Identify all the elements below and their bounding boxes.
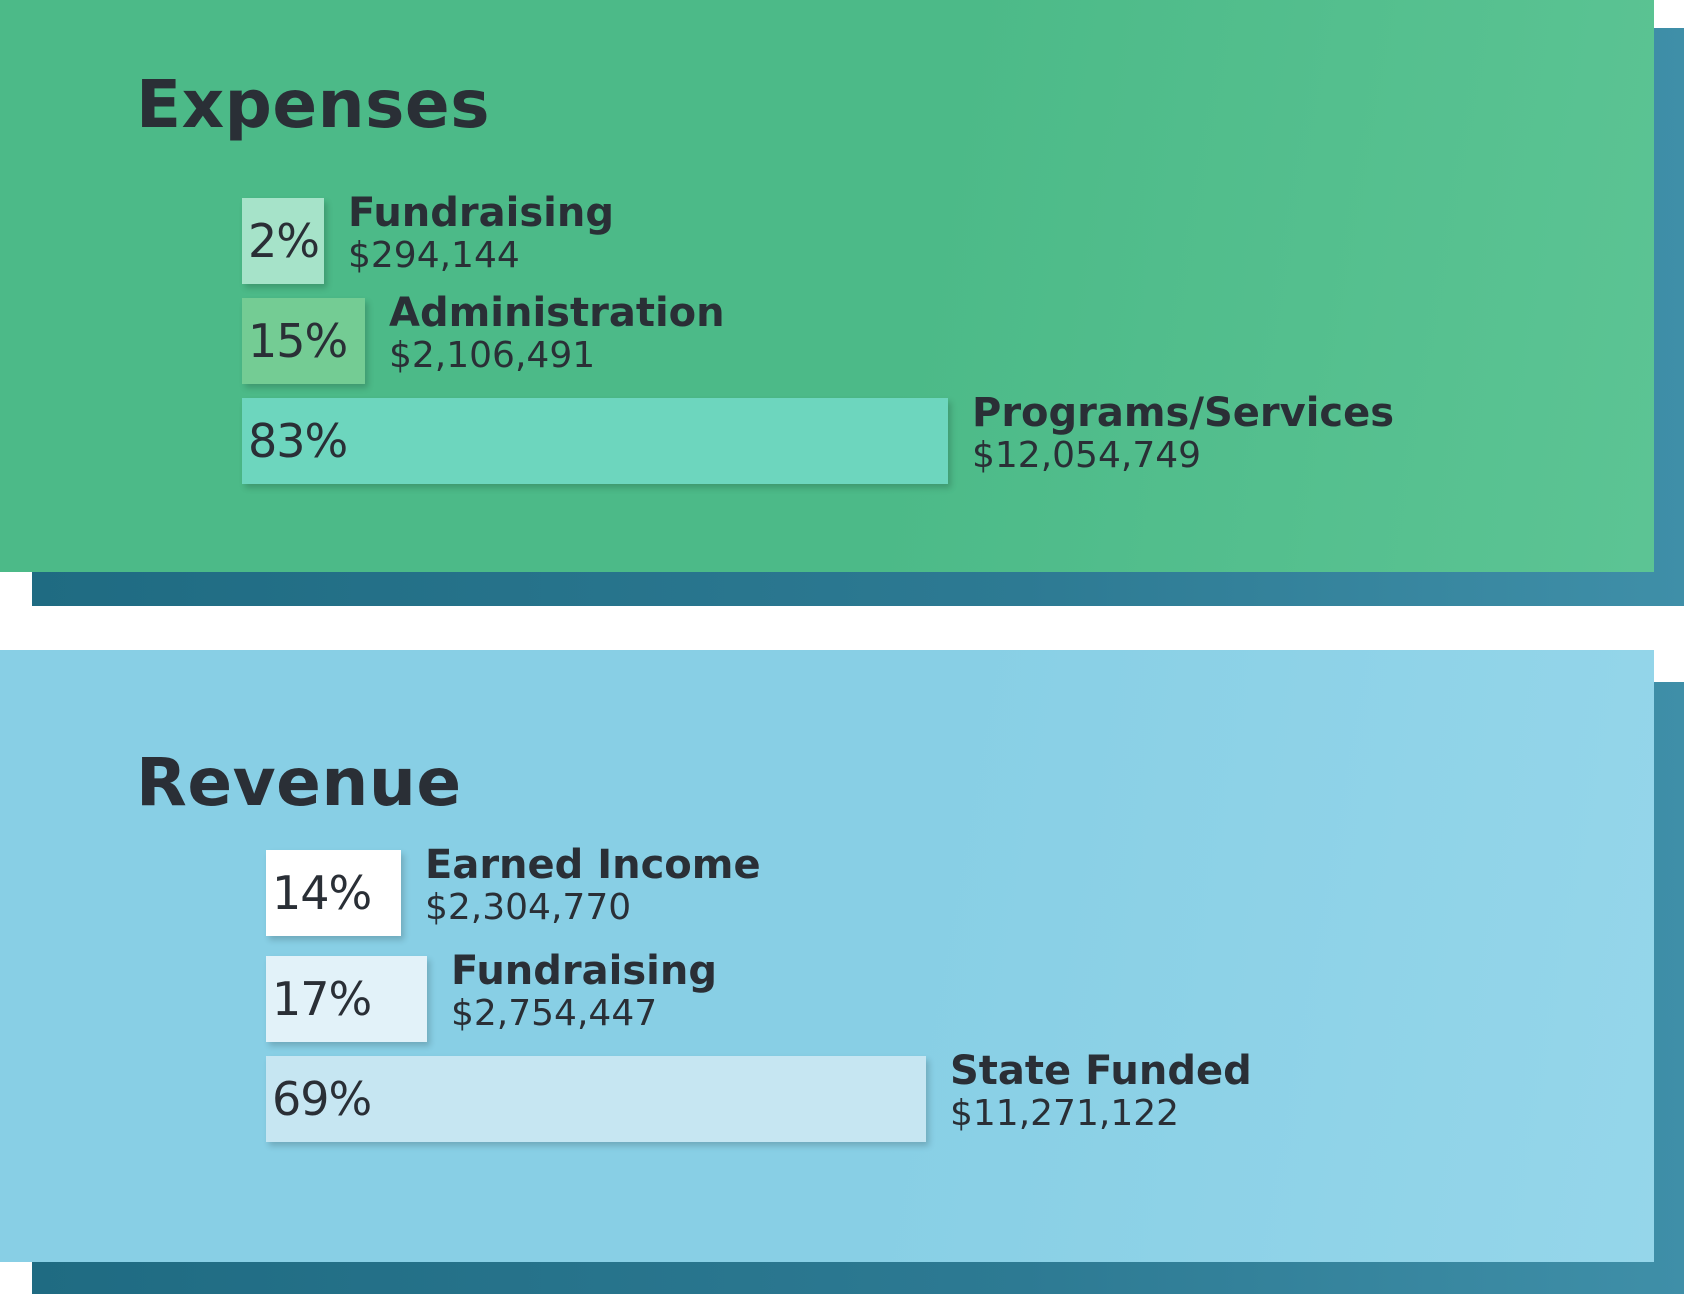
bar — [242, 198, 324, 284]
bar-row: 17% Fundraising $2,754,447 — [0, 948, 1600, 1042]
bar — [266, 1056, 926, 1142]
value-label: $11,271,122 — [950, 1093, 1180, 1134]
value-label: $2,106,491 — [389, 335, 596, 376]
category-label: Earned Income — [425, 842, 761, 888]
category-label-group: Fundraising $294,144 — [348, 190, 614, 276]
chart-title: Revenue — [136, 744, 462, 821]
bar-row: 15% Administration $2,106,491 — [0, 290, 1600, 384]
bar — [266, 850, 401, 936]
bar-row: 14% Earned Income $2,304,770 — [0, 842, 1600, 936]
panel-background: Expenses 2% Fundraising $294,144 15% Adminis… — [0, 0, 1654, 572]
percent-label: 15% — [248, 314, 348, 368]
bar-row: 69% State Funded $11,271,122 — [0, 1048, 1600, 1142]
percent-label: 69% — [272, 1072, 372, 1126]
category-label: Fundraising — [451, 948, 717, 994]
category-label: State Funded — [950, 1048, 1252, 1094]
category-label: Administration — [389, 290, 725, 336]
value-label: $2,304,770 — [425, 887, 632, 928]
value-label: $2,754,447 — [451, 993, 658, 1034]
bar-row: 83% Programs/Services $12,054,749 — [0, 390, 1600, 484]
category-label-group: Programs/Services $12,054,749 — [972, 390, 1394, 476]
percent-label: 14% — [272, 866, 372, 920]
category-label-group: Earned Income $2,304,770 — [425, 842, 761, 928]
bar — [266, 956, 427, 1042]
revenue-panel: Revenue 14% Earned Income $2,304,770 17% Fun… — [0, 650, 1684, 1294]
percent-label: 2% — [248, 214, 320, 268]
category-label: Fundraising — [348, 190, 614, 236]
value-label: $294,144 — [348, 235, 520, 276]
category-label-group: Fundraising $2,754,447 — [451, 948, 717, 1034]
category-label: Programs/Services — [972, 390, 1395, 436]
percent-label: 83% — [248, 414, 348, 468]
bar-row: 2% Fundraising $294,144 — [0, 190, 1600, 284]
value-label: $12,054,749 — [972, 435, 1202, 476]
percent-label: 17% — [272, 972, 372, 1026]
category-label-group: State Funded $11,271,122 — [950, 1048, 1252, 1134]
panel-background: Revenue 14% Earned Income $2,304,770 17% Fun… — [0, 650, 1654, 1262]
expenses-panel: Expenses 2% Fundraising $294,144 15% Adminis… — [0, 0, 1684, 610]
chart-title: Expenses — [136, 66, 490, 143]
category-label-group: Administration $2,106,491 — [389, 290, 725, 376]
bar — [242, 298, 365, 384]
bar — [242, 398, 948, 484]
